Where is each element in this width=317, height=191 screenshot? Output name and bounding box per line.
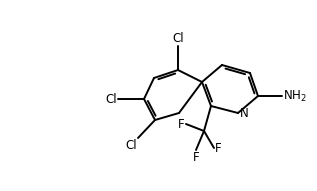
Text: NH$_2$: NH$_2$ xyxy=(283,88,307,104)
Text: Cl: Cl xyxy=(126,139,137,152)
Text: N: N xyxy=(240,107,249,120)
Text: F: F xyxy=(215,142,222,155)
Text: Cl: Cl xyxy=(172,32,184,45)
Text: Cl: Cl xyxy=(105,92,117,105)
Text: F: F xyxy=(193,151,199,164)
Text: F: F xyxy=(178,117,185,130)
